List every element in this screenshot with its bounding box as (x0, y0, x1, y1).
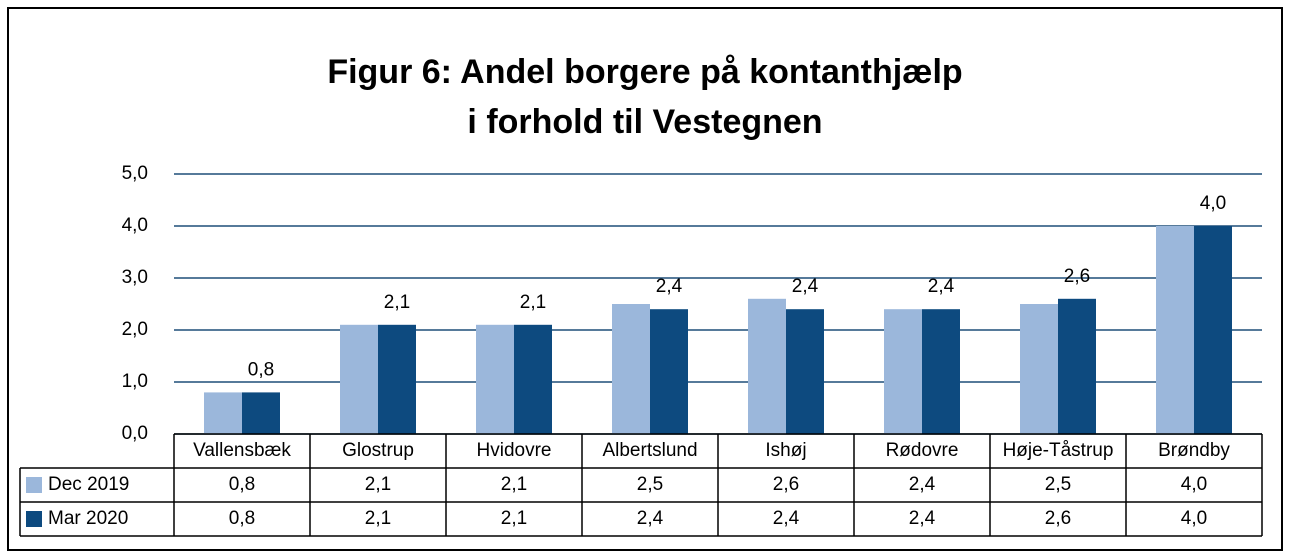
x-tick-label: Albertslund (602, 440, 697, 461)
legend-swatch (26, 477, 42, 493)
table-cell: 2,5 (1045, 474, 1071, 495)
y-tick-label: 1,0 (122, 371, 148, 392)
data-label: 2,4 (928, 276, 955, 297)
y-tick-label: 5,0 (122, 163, 148, 184)
chart-title: Figur 6: Andel borgere på kontanthjælp (327, 53, 962, 91)
legend-swatch (26, 511, 42, 527)
bar (378, 324, 416, 434)
x-tick-label: Hvidovre (477, 440, 552, 461)
y-tick-label: 0,0 (122, 423, 148, 444)
y-tick-label: 3,0 (122, 267, 148, 288)
data-label: 2,1 (520, 292, 546, 313)
x-tick-label: Ishøj (765, 440, 806, 461)
table-cell: 2,4 (909, 474, 936, 495)
table-cell: 2,1 (365, 508, 391, 529)
table-cell: 2,4 (637, 508, 664, 529)
chart-title: i forhold til Vestegnen (467, 103, 822, 141)
bar (786, 309, 824, 434)
table-cell: 2,5 (637, 474, 663, 495)
table-cell: 2,1 (501, 474, 527, 495)
x-tick-label: Brøndby (1158, 440, 1230, 461)
bar (1156, 226, 1194, 434)
bar (748, 298, 786, 434)
x-tick-label: Rødovre (886, 440, 959, 461)
table-cell: 2,4 (773, 508, 800, 529)
table-cell: 0,8 (229, 474, 255, 495)
bar (242, 392, 280, 434)
y-tick-label: 4,0 (122, 215, 148, 236)
bar (476, 324, 514, 434)
x-tick-label: Vallensbæk (193, 440, 291, 461)
data-label: 2,4 (656, 276, 683, 297)
bar (1194, 226, 1232, 434)
x-tick-label: Glostrup (342, 440, 414, 461)
bar (612, 304, 650, 434)
data-label: 0,8 (248, 359, 274, 380)
table-cell: 4,0 (1181, 474, 1207, 495)
bar (1020, 304, 1058, 434)
table-cell: 2,1 (365, 474, 391, 495)
bar (650, 309, 688, 434)
bar (340, 324, 378, 434)
table-cell: 2,4 (909, 508, 936, 529)
table-cell: 2,6 (773, 474, 799, 495)
bar (204, 392, 242, 434)
data-label: 2,4 (792, 276, 819, 297)
data-label: 4,0 (1200, 193, 1226, 214)
data-label: 2,6 (1064, 266, 1090, 287)
y-tick-label: 2,0 (122, 319, 148, 340)
legend-label: Dec 2019 (48, 474, 129, 495)
bar (884, 309, 922, 434)
table-cell: 4,0 (1181, 508, 1207, 529)
bar (514, 324, 552, 434)
table-cell: 0,8 (229, 508, 255, 529)
table-cell: 2,6 (1045, 508, 1071, 529)
data-label: 2,1 (384, 292, 410, 313)
bar (922, 309, 960, 434)
legend-label: Mar 2020 (48, 508, 128, 529)
bar (1058, 298, 1096, 434)
table-cell: 2,1 (501, 508, 527, 529)
chart-border (7, 7, 1283, 551)
x-tick-label: Høje-Tåstrup (1003, 440, 1114, 461)
